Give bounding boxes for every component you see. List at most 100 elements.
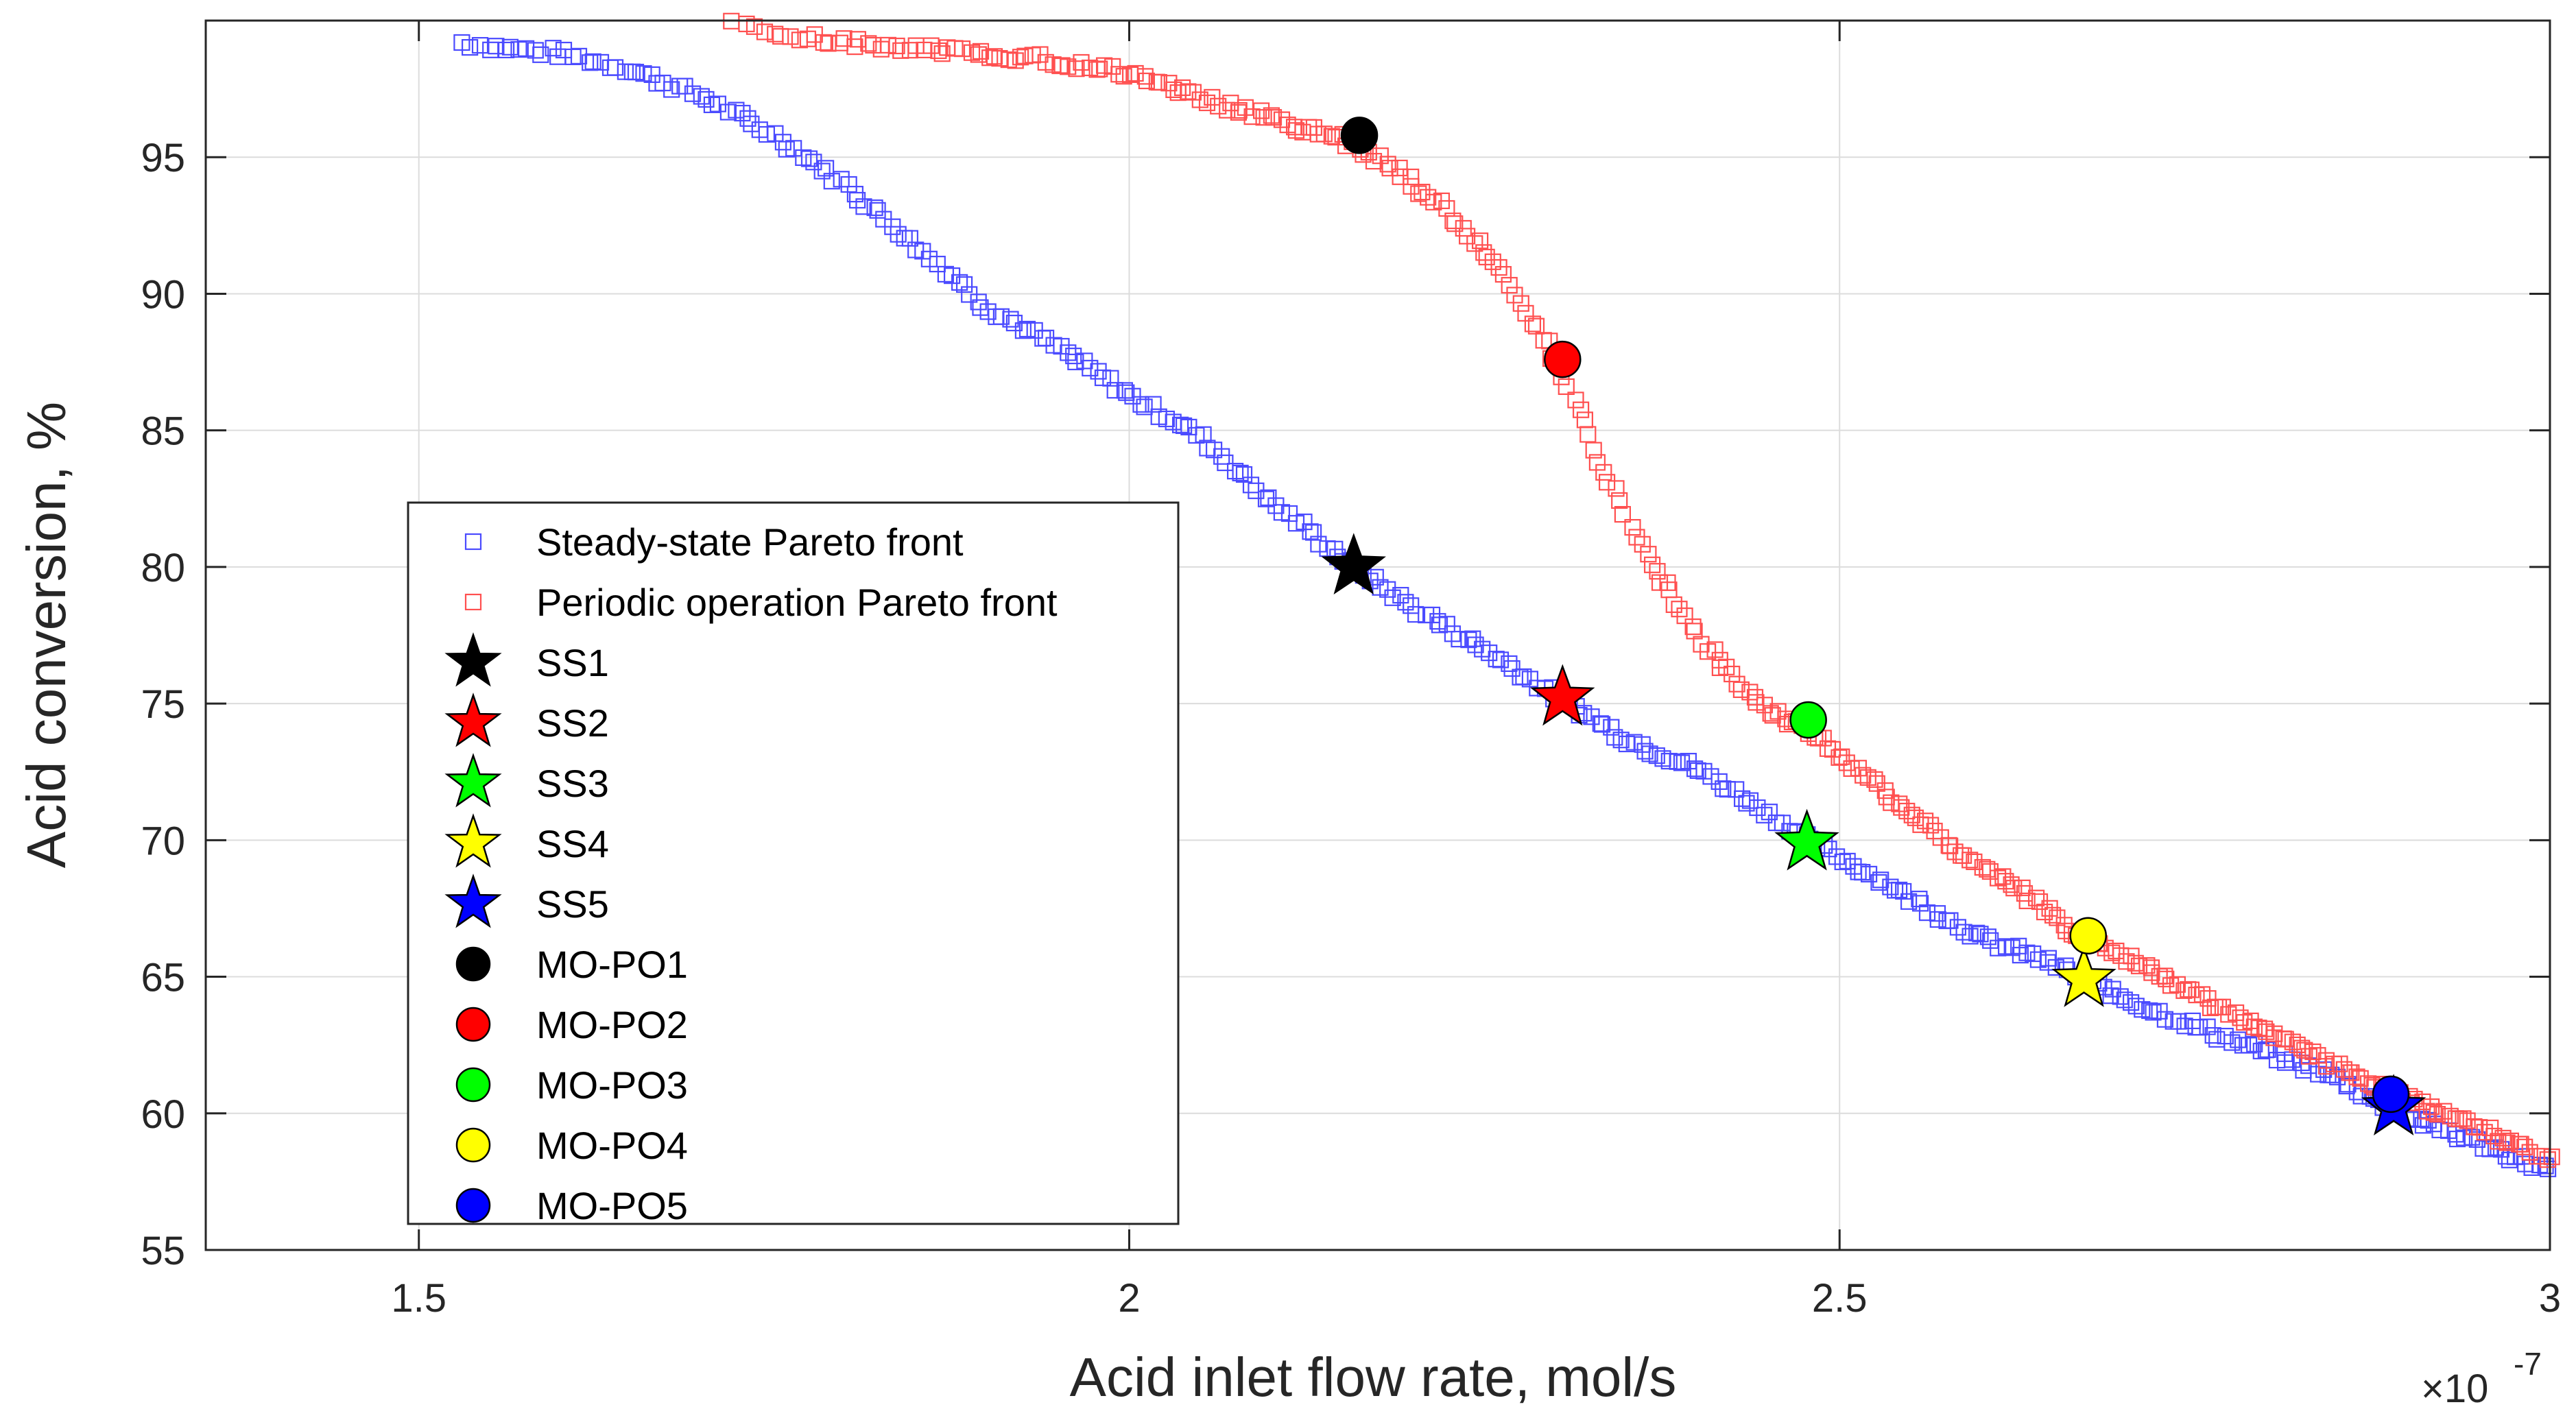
data-point [2266, 1025, 2283, 1042]
data-point [2331, 1055, 2348, 1072]
data-point [1102, 370, 1119, 387]
data-point [1494, 266, 1512, 283]
data-point [1466, 235, 1483, 252]
data-point [1942, 837, 1959, 854]
data-point [1065, 348, 1082, 365]
data-point [1403, 597, 1420, 614]
legend-label: MO-PO2 [536, 1003, 688, 1046]
data-point [1592, 715, 1609, 732]
data-point [1232, 464, 1249, 482]
data-point [471, 36, 489, 54]
data-point [2425, 1104, 2442, 1121]
data-point [1671, 601, 1688, 618]
legend-item: SS2 [444, 693, 609, 747]
data-point [1644, 556, 1661, 573]
data-point [758, 125, 776, 143]
y-tick-label: 65 [141, 956, 185, 1000]
data-point [2044, 906, 2062, 924]
data-point [1242, 477, 1260, 494]
data-point [930, 42, 947, 60]
data-point [697, 91, 715, 108]
data-point [1917, 813, 1934, 830]
data-point [570, 47, 588, 65]
legend-label: MO-PO1 [536, 943, 688, 986]
data-point [1724, 665, 1741, 683]
data-point [1634, 535, 1651, 553]
legend-circle-icon [455, 1127, 491, 1163]
data-point [2429, 1105, 2446, 1123]
data-point [1859, 769, 1876, 786]
data-point [1323, 128, 1340, 145]
data-point [1230, 101, 1248, 119]
data-point [1464, 630, 1481, 647]
data-point [1876, 782, 1894, 799]
data-point [1870, 874, 1887, 891]
ss2-marker [1530, 664, 1595, 726]
y-axis-title: Acid conversion, % [16, 402, 77, 868]
data-point [1091, 60, 1108, 77]
data-point [1838, 754, 1855, 771]
legend-item: MO-PO1 [455, 943, 688, 986]
data-point [2471, 1119, 2488, 1136]
data-point [2490, 1133, 2507, 1150]
data-point [2501, 1151, 2518, 1168]
data-point [1501, 655, 1518, 673]
y-tick-label: 85 [141, 409, 185, 454]
data-point [1922, 817, 1940, 834]
data-point [2343, 1064, 2360, 1081]
data-point [756, 23, 774, 40]
legend-star-icon [444, 874, 502, 928]
data-point [1903, 806, 1920, 823]
data-point [1403, 168, 1420, 186]
data-point [1310, 535, 1327, 553]
data-point [746, 18, 763, 35]
data-point [1558, 378, 1575, 396]
data-point [1014, 322, 1032, 339]
data-point [1472, 232, 1489, 250]
data-point [2485, 1127, 2503, 1145]
legend: Steady-state Pareto front Periodic operat… [407, 501, 1180, 1227]
mo-po3-marker [1789, 701, 1827, 739]
data-point [2204, 1026, 2221, 1044]
data-point [1381, 160, 1398, 177]
data-point [963, 44, 981, 61]
data-point [953, 40, 971, 58]
data-point [785, 140, 802, 157]
data-point [1669, 753, 1686, 770]
legend-item: SS5 [444, 874, 609, 928]
y-tick-label: 80 [141, 546, 185, 590]
data-point [1585, 442, 1602, 459]
data-point [981, 49, 999, 67]
ss4-marker [2051, 945, 2116, 1007]
legend-item: MO-PO5 [455, 1184, 688, 1227]
data-point [2182, 981, 2200, 998]
legend-item: SS1 [444, 632, 609, 687]
y-tick-label: 95 [141, 136, 185, 180]
data-point [1573, 401, 1590, 418]
mo-po2-marker [1544, 340, 1582, 378]
data-point [1000, 51, 1017, 69]
data-point [2543, 1148, 2560, 1166]
data-point [461, 38, 479, 56]
legend-label: SS2 [536, 701, 609, 745]
data-point [1515, 668, 1532, 686]
data-point [2158, 970, 2175, 987]
data-point [1612, 732, 1630, 749]
data-point [823, 173, 840, 190]
data-point [2309, 1047, 2326, 1064]
data-point [2116, 991, 2133, 1009]
data-point [1614, 505, 1631, 523]
data-point [848, 191, 866, 209]
series-layer [453, 12, 2560, 1177]
data-point [2162, 977, 2180, 994]
data-point [1684, 618, 1702, 636]
data-point [1501, 276, 1518, 294]
data-point [1397, 594, 1414, 611]
data-point [1961, 928, 1979, 945]
legend-item: MO-PO3 [455, 1063, 688, 1107]
ss3-marker [1774, 808, 1839, 871]
data-point [1198, 94, 1216, 112]
data-point [1649, 563, 1666, 580]
data-point [1420, 189, 1437, 206]
